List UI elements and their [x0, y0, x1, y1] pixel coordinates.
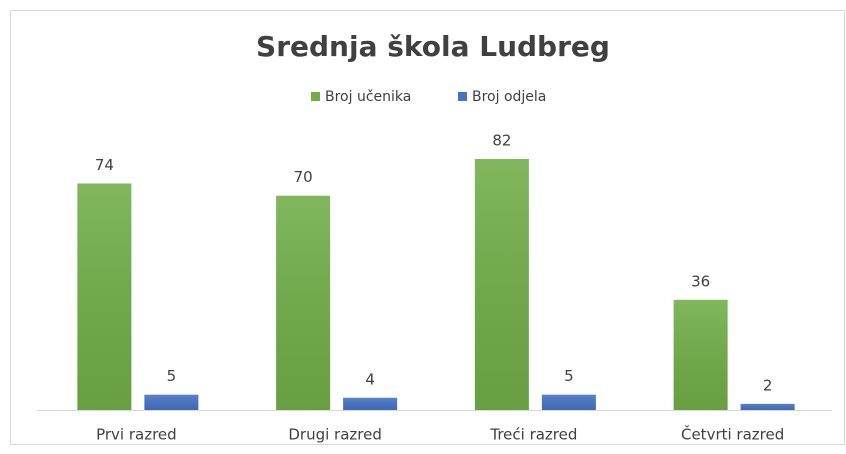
data-label: 70 [294, 168, 313, 186]
data-label: 4 [365, 370, 375, 388]
data-label: 74 [95, 156, 114, 174]
bar-shade [343, 397, 398, 410]
legend-label: Broj odjela [472, 89, 546, 105]
data-label: 36 [691, 272, 710, 290]
data-label: 2 [763, 376, 773, 394]
chart-title: Srednja škola Ludbreg [256, 30, 610, 63]
bar-shade [474, 159, 529, 410]
x-tick-label: Četvrti razred [681, 425, 784, 444]
data-label: 5 [564, 367, 574, 385]
legend-swatch [458, 92, 467, 101]
x-tick-label: Drugi razred [288, 426, 382, 444]
legend-swatch [311, 92, 320, 101]
bar-shade [740, 403, 795, 410]
data-label: 5 [167, 367, 177, 385]
x-tick-label: Prvi razred [96, 426, 177, 444]
x-tick-label: Treći razred [489, 426, 577, 444]
legend-label: Broj učenika [325, 89, 411, 105]
bar-shade [541, 394, 596, 410]
bar-shade [276, 195, 331, 410]
bar-shade [144, 394, 199, 410]
data-label: 82 [492, 132, 511, 150]
bar-shade [77, 183, 132, 410]
bar-shade [673, 299, 728, 410]
